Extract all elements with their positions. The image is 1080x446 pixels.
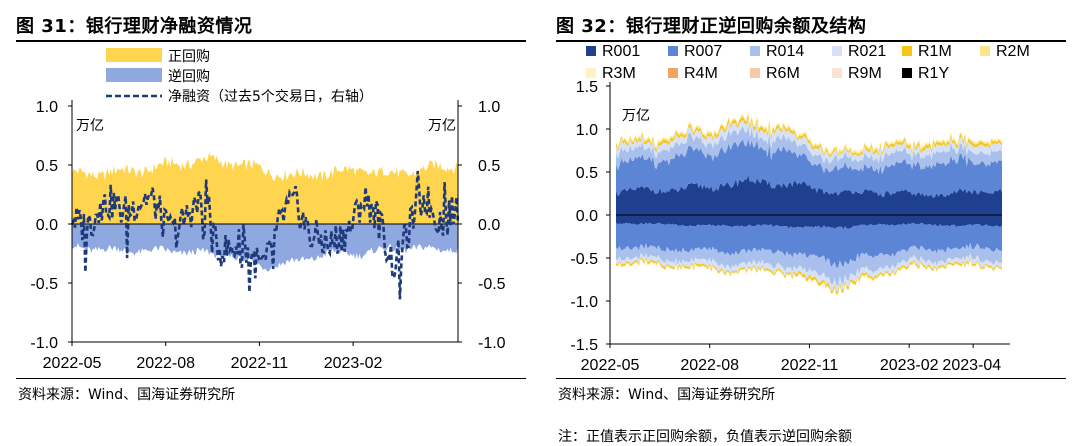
y-tick-label: 1.0 xyxy=(576,122,598,139)
legend-swatch-r021 xyxy=(832,46,842,56)
left-y-tick-label: 0.0 xyxy=(36,217,58,234)
left-y-tick-label: 1.0 xyxy=(36,99,58,116)
legend-label-negative: 逆回购 xyxy=(168,69,210,85)
right-source-note: 资料来源：Wind、国海证券研究所 xyxy=(558,387,776,403)
x-tick-label: 2022-05 xyxy=(581,357,640,374)
left-unit-label: 万亿 xyxy=(76,118,104,134)
legend-label-r1y: R1Y xyxy=(918,65,949,82)
area-negative-r2m xyxy=(616,258,1002,296)
legend-label-r014: R014 xyxy=(766,44,804,60)
legend-swatch-r9m xyxy=(832,68,842,78)
area-negative-r007 xyxy=(616,222,1002,268)
area-negative-r1m xyxy=(616,256,1002,295)
legend-swatch-r4m xyxy=(668,68,678,78)
area-negative-r014 xyxy=(616,242,1002,286)
unit-label: 万亿 xyxy=(622,108,650,124)
legend-label-positive: 正回购 xyxy=(168,49,210,65)
right-y-tick-label: -0.5 xyxy=(478,276,506,293)
y-tick-label: 1.5 xyxy=(576,79,598,96)
right-figure: 图 32：银行理财正逆回购余额及结构 1.5 1.0 0.5 0.0 -0.5 -1.0 -… xyxy=(540,0,1080,446)
legend-label-r9m: R9M xyxy=(848,65,882,82)
right-bottom-rule xyxy=(556,378,1066,379)
legend-label-r4m: R4M xyxy=(684,65,718,82)
area-positive-r001 xyxy=(616,175,1002,215)
right-chart-title: 图 32：银行理财正逆回购余额及结构 xyxy=(556,16,867,37)
right-footnote: 注：正值表示正回购余额，负值表示逆回购余额 xyxy=(558,429,852,445)
left-y-tick-label: 0.5 xyxy=(36,158,58,175)
left-source-note: 资料来源：Wind、国海证券研究所 xyxy=(18,387,236,403)
left-title-rule xyxy=(16,40,526,42)
right-y-tick-label: 0.0 xyxy=(478,217,500,234)
x-tick-label: 2023-02 xyxy=(324,355,383,372)
right-title-rule xyxy=(556,40,1066,42)
x-tick-label: 2023-02 xyxy=(880,357,939,374)
area-positive-r007 xyxy=(616,138,1002,198)
x-tick-label: 2022-11 xyxy=(781,357,839,374)
right-y-tick-label: -1.0 xyxy=(478,335,506,352)
repo-balance-chart: 1.5 1.0 0.5 0.0 -0.5 -1.0 -1.5 2022-05 2022-08 20… xyxy=(570,44,1030,374)
legend-label-net: 净融资（过去5个交易日，右轴） xyxy=(168,88,373,105)
y-tick-label: -1.0 xyxy=(570,294,598,311)
left-y-tick-label: -0.5 xyxy=(30,276,58,293)
legend-label-r001: R001 xyxy=(602,44,640,60)
legend-swatch-r1m xyxy=(902,46,912,56)
x-tick-label: 2023-04 xyxy=(942,357,1001,374)
legend-swatch-r007 xyxy=(668,46,678,56)
y-tick-label: -1.5 xyxy=(570,337,598,354)
legend-swatch-r6m xyxy=(750,68,760,78)
legend-swatch-negative xyxy=(106,68,162,82)
left-bottom-rule xyxy=(16,378,526,379)
y-tick-label: -0.5 xyxy=(570,251,598,268)
area-negative-r001 xyxy=(616,215,1002,230)
y-tick-label: 0.5 xyxy=(576,165,598,182)
legend-label-r021: R021 xyxy=(848,44,886,60)
reverse-repo-area xyxy=(72,224,458,272)
legend-label-r2m: R2M xyxy=(996,44,1030,60)
x-tick-label: 2022-11 xyxy=(231,355,289,372)
right-unit-label: 万亿 xyxy=(428,118,456,134)
x-tick-label: 2022-08 xyxy=(136,355,195,372)
x-tick-label: 2022-05 xyxy=(43,355,102,372)
area-negative-r021 xyxy=(616,252,1002,292)
legend-swatch-r3m xyxy=(586,68,596,78)
x-tick-label: 2022-08 xyxy=(680,357,739,374)
net-financing-line xyxy=(70,170,460,300)
legend-swatch-r2m xyxy=(980,46,990,56)
legend-swatch-r1y xyxy=(902,68,912,78)
legend-label-r3m: R3M xyxy=(602,65,636,82)
right-y-tick-label: 1.0 xyxy=(478,99,500,116)
legend-label-r6m: R6M xyxy=(766,65,800,82)
legend-swatch-positive xyxy=(106,48,162,62)
right-y-tick-label: 0.5 xyxy=(478,158,500,175)
left-figure: 图 31：银行理财净融资情况 1.0 0.5 0.0 -0.5 -1.0 1.0 0.5 0.… xyxy=(16,16,526,403)
net-financing-chart: 1.0 0.5 0.0 -0.5 -1.0 1.0 0.5 0.0 -0.5 -1.0 2022-0… xyxy=(30,48,506,372)
legend-label-r007: R007 xyxy=(684,44,722,60)
left-chart-title: 图 31：银行理财净融资情况 xyxy=(16,16,253,37)
legend-label-r1m: R1M xyxy=(918,44,952,60)
legend-swatch-r014 xyxy=(750,46,760,56)
area-positive-r014 xyxy=(616,126,1002,175)
left-y-tick-label: -1.0 xyxy=(30,335,58,352)
y-tick-label: 0.0 xyxy=(576,208,598,225)
legend-swatch-r001 xyxy=(586,46,596,56)
